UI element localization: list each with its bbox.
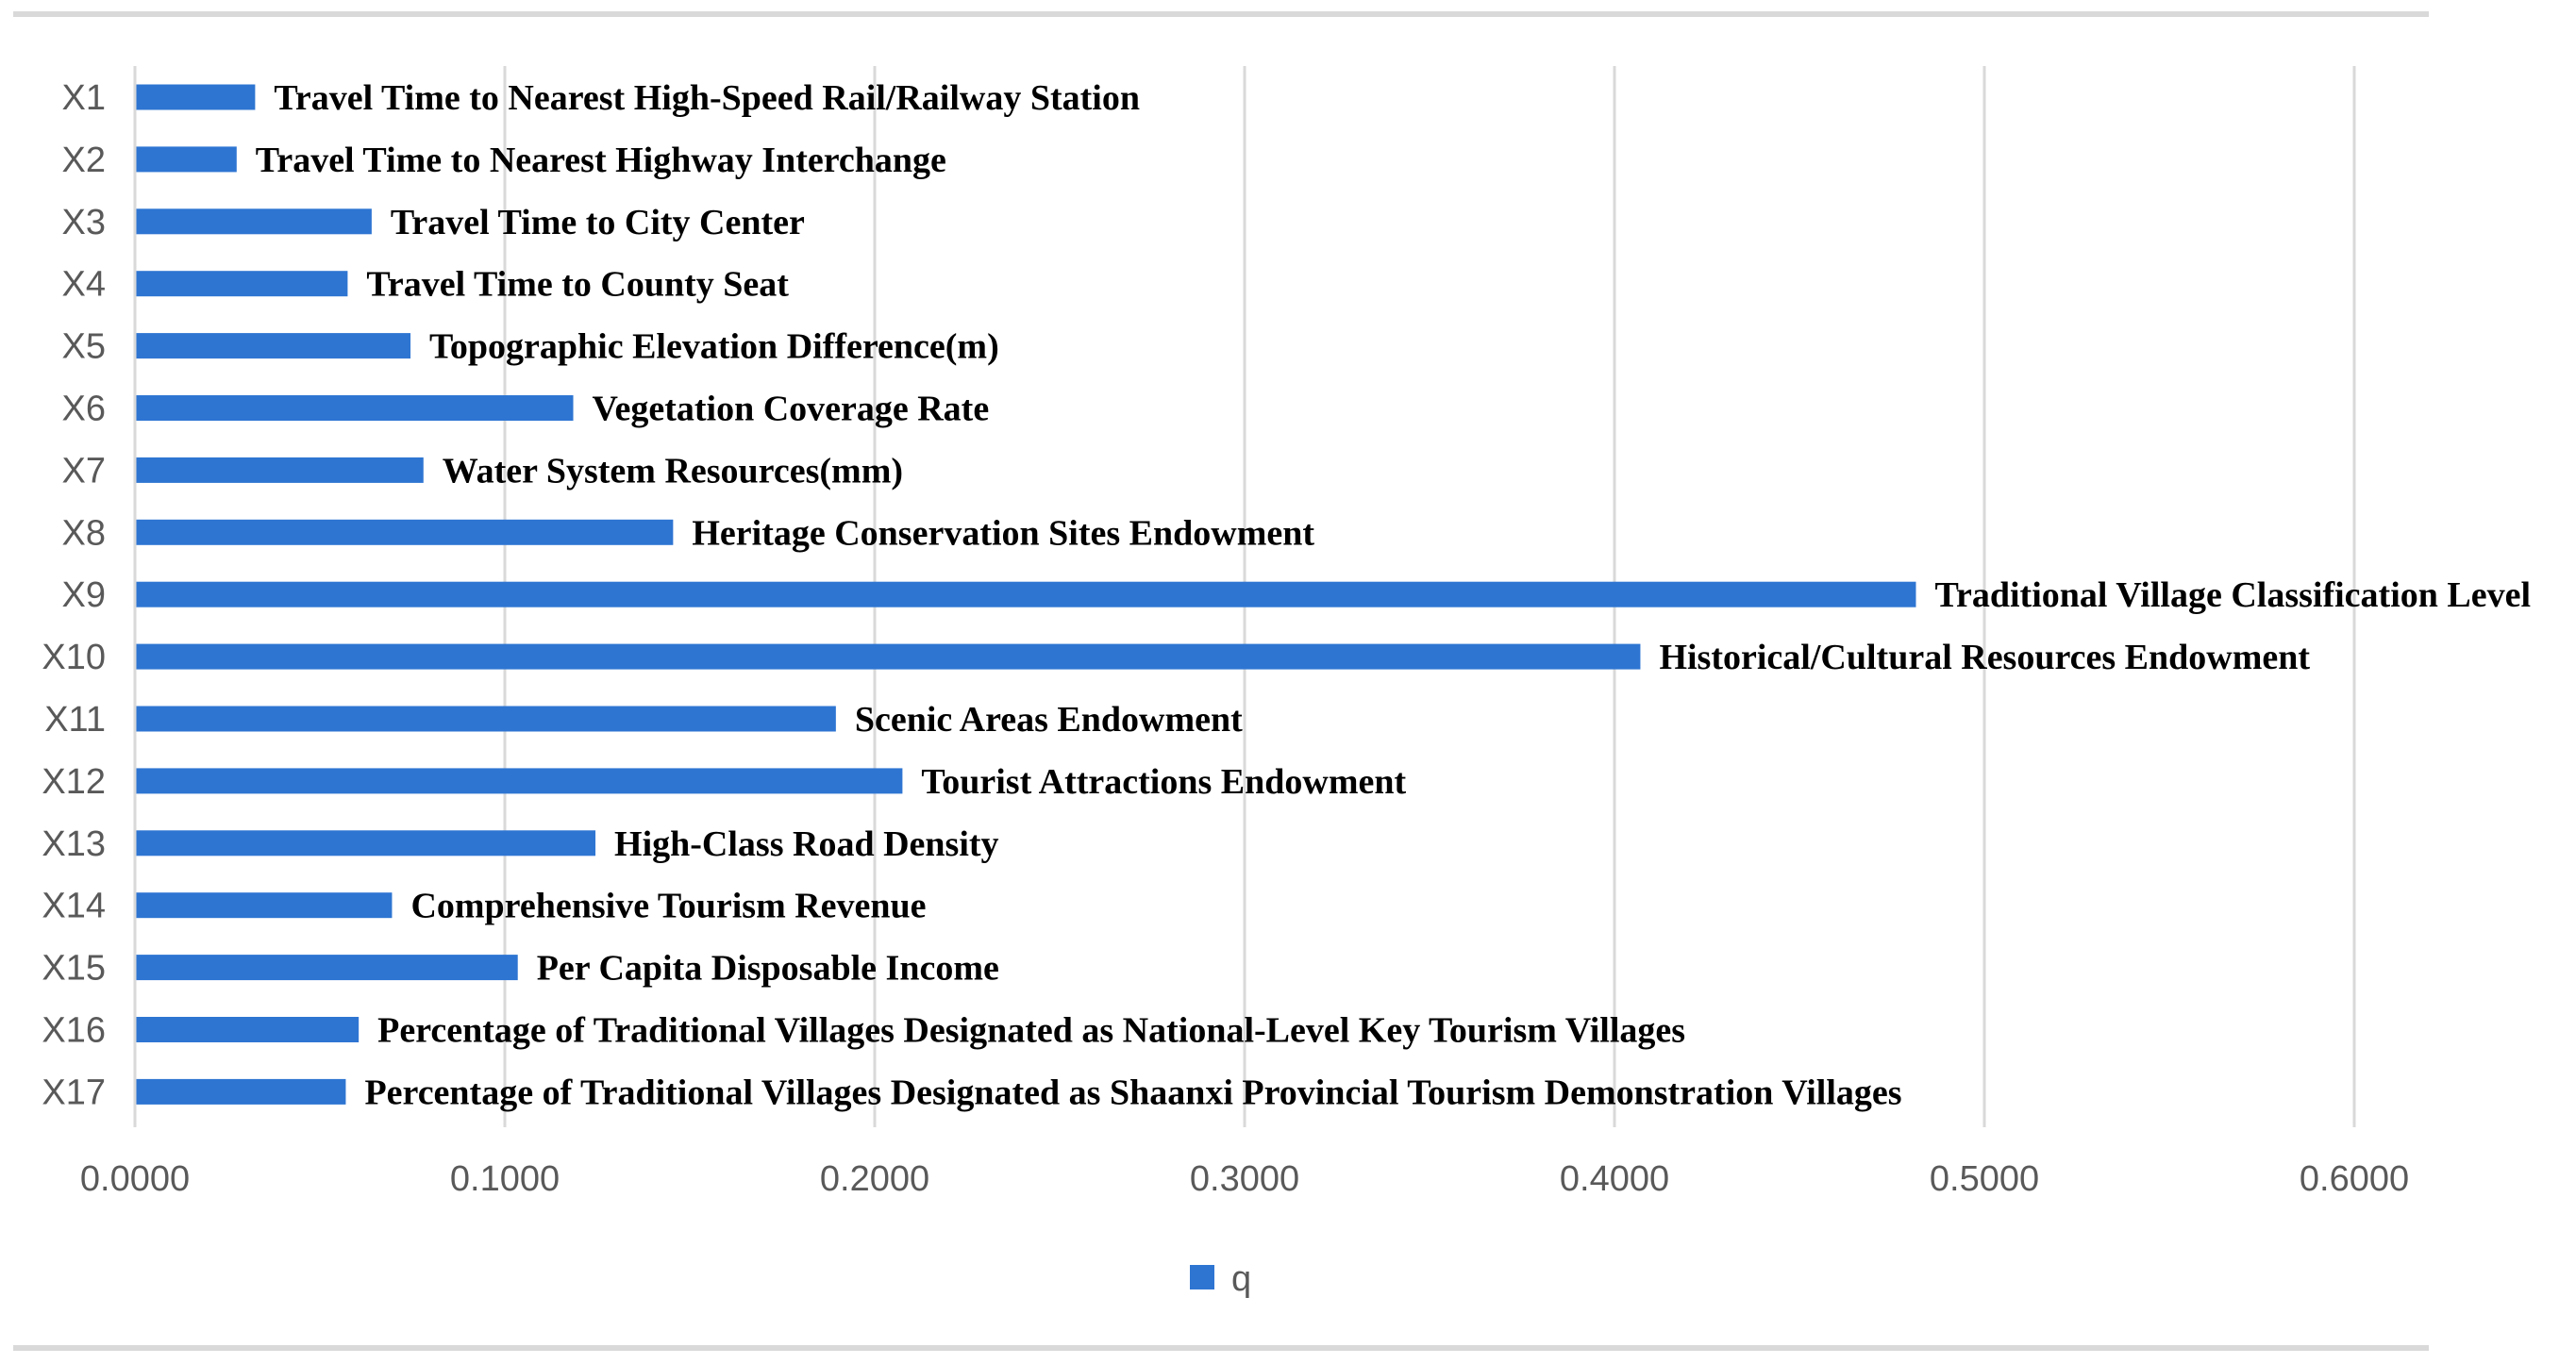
bar-label: Travel Time to City Center xyxy=(391,203,805,242)
bar-label: Percentage of Traditional Villages Desig… xyxy=(377,1011,1685,1051)
bar-label: Per Capita Disposable Income xyxy=(537,949,999,989)
x-tick-label: 0.0000 xyxy=(80,1159,190,1199)
bar-label: Historical/Cultural Resources Endowment xyxy=(1659,638,2310,677)
x-tick-label: 0.4000 xyxy=(1560,1159,1669,1199)
bar-label: Travel Time to County Seat xyxy=(366,265,789,305)
bar-x7 xyxy=(135,457,424,483)
bar-x1 xyxy=(135,84,256,110)
legend-swatch xyxy=(1190,1265,1214,1289)
bar-x5 xyxy=(135,333,411,359)
category-label: X6 xyxy=(62,390,106,429)
bar-x13 xyxy=(135,830,596,857)
category-label: X2 xyxy=(62,141,106,180)
bar-label: Traditional Village Classification Level xyxy=(1934,575,2531,615)
bottom-border xyxy=(13,1345,2429,1351)
category-label: X4 xyxy=(62,265,106,305)
bar-x3 xyxy=(135,208,372,235)
legend: q xyxy=(1190,1259,1251,1299)
bar-x2 xyxy=(135,146,237,173)
bar-label: Comprehensive Tourism Revenue xyxy=(410,887,926,926)
top-border xyxy=(13,11,2429,17)
x-tick-label: 0.5000 xyxy=(1930,1159,2039,1199)
category-label: X15 xyxy=(42,949,106,989)
bar-x9 xyxy=(135,581,1916,607)
category-label: X3 xyxy=(62,203,106,242)
category-label: X7 xyxy=(62,451,106,491)
bar-label: Tourist Attractions Endowment xyxy=(921,762,1406,802)
x-tick-label: 0.6000 xyxy=(2300,1159,2409,1199)
category-label: X10 xyxy=(42,638,106,677)
category-labels: X1 X2 X3 X4 X5 X6 X7 X8 X9 X10 X11 X12 X13 X14 X15 X16 X… xyxy=(42,78,106,1112)
x-axis-tick-labels: 0.0000 0.1000 0.2000 0.3000 0.4000 0.5000 0.60… xyxy=(80,1159,2409,1199)
x-tick-label: 0.2000 xyxy=(820,1159,929,1199)
bar-x8 xyxy=(135,519,674,545)
bar-x15 xyxy=(135,955,518,981)
category-label: X11 xyxy=(44,700,106,740)
bar-x12 xyxy=(135,768,903,794)
bar-label: Vegetation Coverage Rate xyxy=(593,390,990,429)
bar-x11 xyxy=(135,706,836,732)
bar-label: Travel Time to Nearest High-Speed Rail/R… xyxy=(274,78,1140,118)
x-tick-label: 0.1000 xyxy=(450,1159,560,1199)
bar-x17 xyxy=(135,1078,346,1105)
category-label: X16 xyxy=(42,1011,106,1051)
bar-label: Travel Time to Nearest Highway Interchan… xyxy=(256,141,946,180)
x-tick-label: 0.3000 xyxy=(1190,1159,1299,1199)
bar-x4 xyxy=(135,271,348,297)
category-label: X13 xyxy=(42,824,106,864)
category-label: X5 xyxy=(62,327,106,367)
category-label: X9 xyxy=(62,575,106,615)
category-label: X8 xyxy=(62,513,106,553)
bar-x14 xyxy=(135,892,393,919)
bar-label: High-Class Road Density xyxy=(614,824,999,864)
category-label: X14 xyxy=(42,887,106,926)
category-label: X1 xyxy=(62,78,106,118)
bar-label: Percentage of Traditional Villages Desig… xyxy=(364,1073,1901,1112)
bar-x16 xyxy=(135,1017,360,1042)
bar-x6 xyxy=(135,395,574,421)
category-label: X17 xyxy=(42,1073,106,1112)
bars xyxy=(135,84,1916,1105)
category-label: X12 xyxy=(42,762,106,802)
bar-label: Water System Resources(mm) xyxy=(443,451,903,491)
bar-label: Scenic Areas Endowment xyxy=(855,700,1243,740)
bar-description-labels: Travel Time to Nearest High-Speed Rail/R… xyxy=(256,78,2531,1112)
bar-x10 xyxy=(135,643,1641,670)
bar-label: Topographic Elevation Difference(m) xyxy=(429,327,999,367)
legend-label: q xyxy=(1231,1259,1251,1299)
bar-label: Heritage Conservation Sites Endowment xyxy=(692,513,1314,553)
